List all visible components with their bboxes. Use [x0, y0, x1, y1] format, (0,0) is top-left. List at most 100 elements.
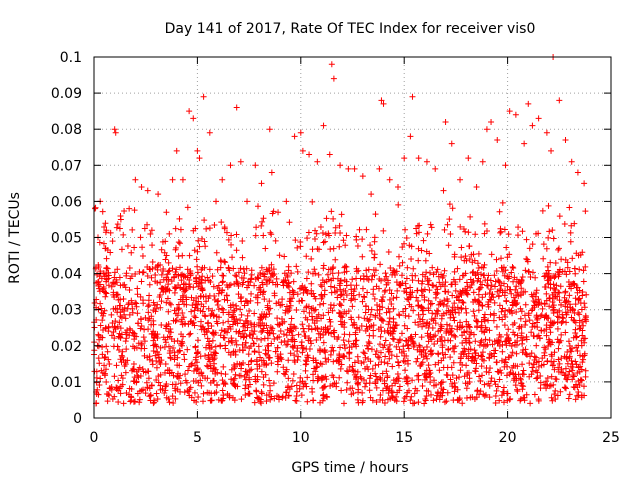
data-point: [128, 273, 135, 280]
data-point: [525, 310, 532, 317]
data-point: [366, 375, 373, 382]
data-point: [144, 384, 151, 391]
data-point: [337, 365, 344, 372]
data-point: [512, 300, 519, 307]
data-point: [310, 397, 317, 404]
data-point: [257, 354, 264, 361]
data-point: [205, 319, 212, 326]
data-point: [501, 322, 508, 329]
data-point: [101, 370, 108, 377]
data-point: [438, 379, 445, 386]
data-point: [243, 265, 250, 272]
data-point: [148, 330, 155, 337]
data-point: [396, 312, 403, 319]
data-point: [102, 293, 109, 300]
data-point: [400, 308, 407, 315]
data-point: [145, 317, 152, 324]
data-point: [478, 363, 485, 370]
data-point: [169, 345, 176, 352]
data-point: [444, 325, 451, 332]
data-point: [239, 281, 246, 288]
data-point: [266, 377, 273, 384]
data-point: [255, 320, 262, 327]
data-point: [496, 376, 503, 383]
data-point: [555, 246, 562, 253]
data-point-peak: [423, 158, 430, 165]
data-point: [485, 317, 492, 324]
data-point: [468, 251, 475, 258]
data-point: [451, 268, 458, 275]
data-point: [493, 359, 500, 366]
data-point: [533, 312, 540, 319]
data-point: [274, 281, 281, 288]
data-point: [457, 319, 464, 326]
data-point-peak: [330, 75, 337, 82]
data-point: [117, 212, 124, 219]
data-point: [554, 319, 561, 326]
data-point: [434, 266, 441, 273]
data-point: [288, 336, 295, 343]
data-point: [93, 374, 100, 381]
data-point: [455, 309, 462, 316]
data-point: [514, 388, 521, 395]
data-point: [384, 346, 391, 353]
data-point: [446, 201, 453, 208]
data-point: [422, 396, 429, 403]
data-point: [526, 360, 533, 367]
data-point: [206, 358, 213, 365]
data-point: [543, 332, 550, 339]
data-point: [517, 396, 524, 403]
data-point: [102, 220, 109, 227]
data-point: [501, 272, 508, 279]
data-point: [570, 307, 577, 314]
data-point: [523, 236, 530, 243]
data-point: [421, 286, 428, 293]
data-point: [574, 347, 581, 354]
data-point: [312, 227, 319, 234]
data-point: [469, 259, 476, 266]
data-point: [457, 353, 464, 360]
data-point: [327, 266, 334, 273]
data-point: [114, 266, 121, 273]
data-point: [330, 245, 337, 252]
data-point: [134, 291, 141, 298]
y-tick-label: 0.07: [51, 158, 82, 174]
data-point: [266, 354, 273, 361]
data-point: [117, 390, 124, 397]
data-point: [379, 370, 386, 377]
data-point: [116, 319, 123, 326]
data-point: [467, 284, 474, 291]
y-tick-label: 0.03: [51, 303, 82, 319]
data-point: [235, 269, 242, 276]
data-point: [144, 263, 151, 270]
data-point: [130, 343, 137, 350]
data-point: [533, 319, 540, 326]
data-point: [296, 285, 303, 292]
data-point: [266, 277, 273, 284]
data-point: [479, 372, 486, 379]
data-point: [137, 234, 144, 241]
data-point: [102, 229, 109, 236]
data-point: [356, 226, 363, 233]
data-point: [572, 358, 579, 365]
data-point: [434, 286, 441, 293]
data-point: [300, 345, 307, 352]
data-point: [390, 315, 397, 322]
data-point: [503, 372, 510, 379]
data-point: [451, 300, 458, 307]
data-point: [101, 362, 108, 369]
data-point: [367, 242, 374, 249]
data-point: [122, 284, 129, 291]
data-point: [204, 389, 211, 396]
data-point: [554, 293, 561, 300]
data-point: [343, 310, 350, 317]
data-point: [197, 322, 204, 329]
data-point: [425, 305, 432, 312]
data-point: [267, 324, 274, 331]
data-point: [282, 389, 289, 396]
data-point-peak: [440, 187, 447, 194]
data-point: [422, 370, 429, 377]
data-point: [411, 400, 418, 407]
data-point: [561, 294, 568, 301]
data-point: [403, 234, 410, 241]
